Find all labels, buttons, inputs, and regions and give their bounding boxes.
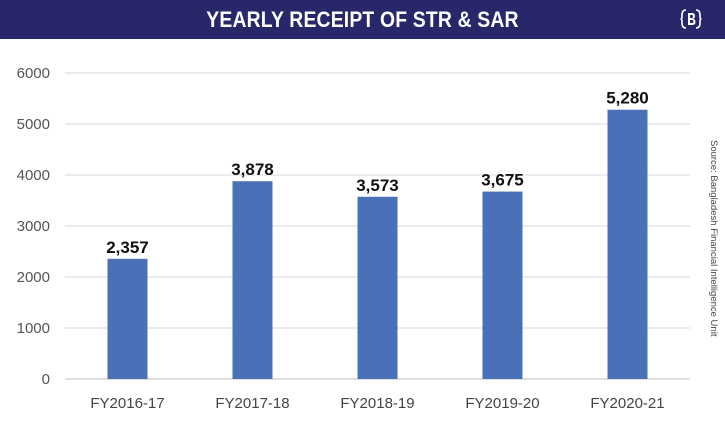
x-tick-label: FY2016-17 <box>90 395 164 412</box>
data-label: 5,280 <box>606 89 649 108</box>
bar-chart: 0 1000 2000 3000 4000 5000 6000 2,357 3,878 3,57… <box>17 65 690 412</box>
x-tick-label: FY2018-19 <box>340 395 414 412</box>
y-tick-label: 6000 <box>17 65 50 82</box>
bar-fy2017-18 <box>232 181 273 379</box>
chart-title: YEARLY RECEIPT OF STR & SAR <box>206 7 519 32</box>
y-tick-label: 2000 <box>17 269 50 286</box>
bar-fy2018-19 <box>357 196 398 379</box>
x-tick-label: FY2020-21 <box>590 395 664 412</box>
data-label: 3,573 <box>356 176 399 195</box>
bar-fy2016-17 <box>107 258 148 379</box>
x-tick-label: FY2019-20 <box>465 395 539 412</box>
header-bar: YEARLY RECEIPT OF STR & SAR <box>0 0 725 39</box>
x-axis-ticks: FY2016-17 FY2017-18 FY2018-19 FY2019-20 FY20… <box>90 395 664 412</box>
data-label: 2,357 <box>106 238 149 257</box>
y-tick-label: 1000 <box>17 320 50 337</box>
bars <box>107 109 648 379</box>
bar-fy2019-20 <box>482 191 523 379</box>
data-label: 3,675 <box>481 171 524 190</box>
y-tick-label: 4000 <box>17 167 50 184</box>
data-labels: 2,357 3,878 3,573 3,675 5,280 <box>106 89 649 257</box>
y-tick-label: 5000 <box>17 116 50 133</box>
y-axis-ticks: 0 1000 2000 3000 4000 5000 6000 <box>17 65 50 388</box>
newspaper-logo-icon <box>680 9 702 29</box>
bar-fy2020-21 <box>607 109 648 379</box>
source-note: Source: Bangladesh Financial Intelligenc… <box>708 140 719 337</box>
x-tick-label: FY2017-18 <box>215 395 289 412</box>
data-label: 3,878 <box>231 160 274 179</box>
y-tick-label: 3000 <box>17 218 50 235</box>
y-tick-label: 0 <box>42 371 50 388</box>
